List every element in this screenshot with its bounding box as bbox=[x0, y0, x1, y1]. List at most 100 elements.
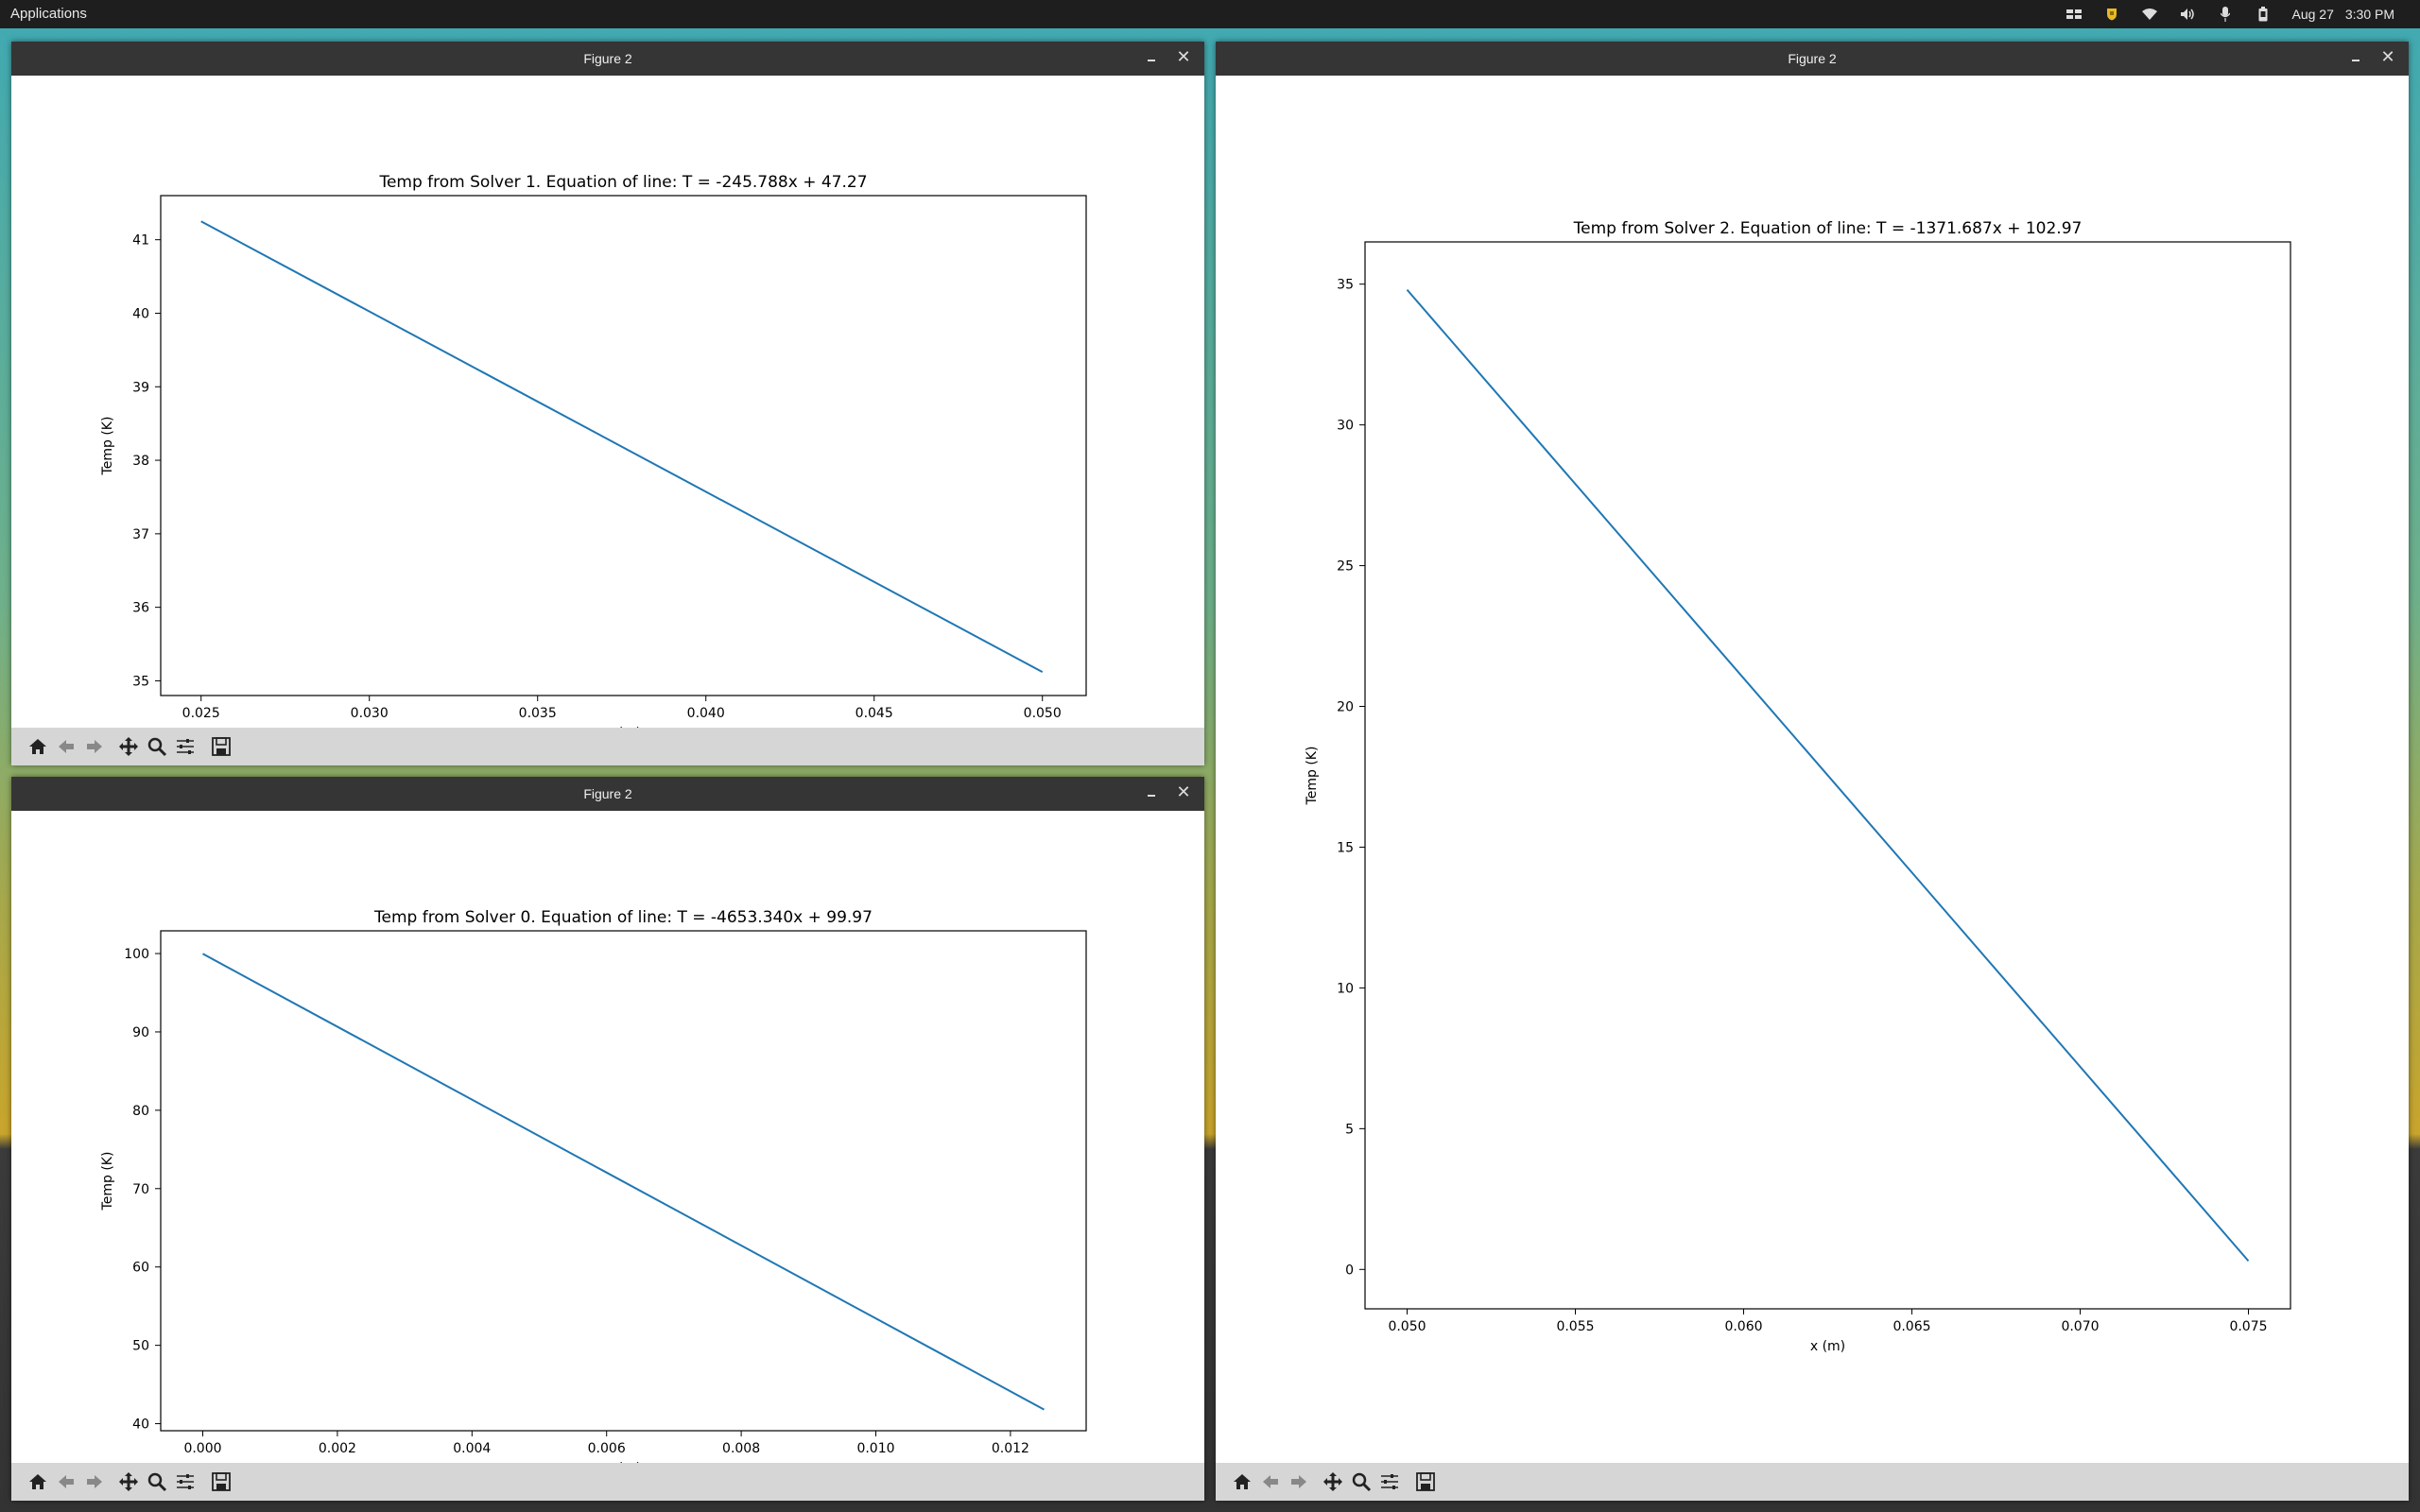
plot-area[interactable]: Temp from Solver 0. Equation of line: T … bbox=[11, 811, 1204, 1476]
y-tick-label: 35 bbox=[1337, 278, 1354, 293]
x-tick-label: 0.004 bbox=[453, 1441, 491, 1456]
figure-window-solver-1: Figure 2 ✕ Temp from Solver 1. Equation … bbox=[11, 42, 1204, 765]
configure-subplots-icon[interactable] bbox=[174, 735, 197, 758]
y-tick-label: 25 bbox=[1337, 559, 1354, 575]
y-tick-label: 40 bbox=[132, 306, 149, 321]
configure-subplots-icon[interactable] bbox=[174, 1470, 197, 1493]
chart-title: Temp from Solver 1. Equation of line: T … bbox=[378, 173, 867, 192]
series-line bbox=[1406, 288, 2250, 1263]
x-tick-label: 0.008 bbox=[722, 1441, 760, 1456]
x-tick-label: 0.010 bbox=[856, 1441, 894, 1456]
x-tick-label: 0.050 bbox=[1388, 1319, 1426, 1334]
x-axis-label: x (m) bbox=[1810, 1339, 1845, 1354]
series-line bbox=[202, 953, 1045, 1411]
chart-title: Temp from Solver 2. Equation of line: T … bbox=[1573, 219, 2083, 238]
close-icon[interactable]: ✕ bbox=[1176, 782, 1191, 801]
y-tick-label: 41 bbox=[132, 233, 149, 249]
system-tray: Aug 27 3:30 PM bbox=[2065, 0, 2420, 28]
chart-title: Temp from Solver 0. Equation of line: T … bbox=[373, 908, 873, 927]
grid-icon[interactable] bbox=[2065, 7, 2083, 22]
back-icon[interactable] bbox=[55, 735, 78, 758]
applications-menu[interactable]: Applications bbox=[10, 6, 87, 22]
pan-icon[interactable] bbox=[1322, 1470, 1344, 1493]
minimize-icon[interactable] bbox=[2350, 48, 2363, 67]
x-tick-label: 0.045 bbox=[856, 706, 893, 721]
y-axis-label: Temp (K) bbox=[100, 1152, 115, 1211]
volume-icon[interactable] bbox=[2178, 7, 2197, 22]
wifi-icon[interactable] bbox=[2140, 7, 2159, 22]
clock-time[interactable]: 3:30 PM bbox=[2344, 7, 2394, 22]
pan-icon[interactable] bbox=[117, 735, 140, 758]
configure-subplots-icon[interactable] bbox=[1378, 1470, 1401, 1493]
back-icon[interactable] bbox=[1259, 1470, 1282, 1493]
back-icon[interactable] bbox=[55, 1470, 78, 1493]
axes-frame bbox=[1364, 241, 2291, 1310]
forward-icon[interactable] bbox=[1288, 1470, 1310, 1493]
x-tick-label: 0.002 bbox=[319, 1441, 356, 1456]
figure-window-solver-2: Figure 2 ✕ Temp from Solver 2. Equation … bbox=[1216, 42, 2409, 1501]
x-tick-label: 0.000 bbox=[183, 1441, 221, 1456]
x-tick-label: 0.070 bbox=[2061, 1319, 2099, 1334]
window-title: Figure 2 bbox=[583, 786, 632, 801]
y-tick-label: 10 bbox=[1337, 981, 1354, 996]
minimize-icon[interactable] bbox=[1146, 783, 1159, 802]
matplotlib-toolbar bbox=[11, 1463, 1204, 1501]
close-icon[interactable]: ✕ bbox=[2380, 47, 2395, 66]
axes-frame bbox=[160, 930, 1087, 1432]
zoom-icon[interactable] bbox=[146, 735, 168, 758]
home-icon[interactable] bbox=[26, 735, 49, 758]
y-tick-label: 38 bbox=[132, 454, 149, 469]
y-tick-label: 60 bbox=[132, 1261, 149, 1276]
x-tick-label: 0.065 bbox=[1893, 1319, 1930, 1334]
clock-date[interactable]: Aug 27 bbox=[2291, 7, 2334, 22]
y-tick-label: 20 bbox=[1337, 700, 1354, 715]
x-tick-label: 0.030 bbox=[351, 706, 389, 721]
shield-icon[interactable] bbox=[2102, 7, 2121, 22]
home-icon[interactable] bbox=[26, 1470, 49, 1493]
save-icon[interactable] bbox=[210, 1470, 233, 1493]
zoom-icon[interactable] bbox=[146, 1470, 168, 1493]
home-icon[interactable] bbox=[1231, 1470, 1253, 1493]
window-title: Figure 2 bbox=[1788, 51, 1837, 66]
y-axis-label: Temp (K) bbox=[1305, 747, 1320, 806]
forward-icon[interactable] bbox=[83, 1470, 106, 1493]
pan-icon[interactable] bbox=[117, 1470, 140, 1493]
y-tick-label: 80 bbox=[132, 1104, 149, 1119]
x-tick-label: 0.060 bbox=[1724, 1319, 1762, 1334]
chart-solver-0: Temp from Solver 0. Equation of line: T … bbox=[100, 908, 1087, 1476]
minimize-icon[interactable] bbox=[1146, 48, 1159, 67]
x-tick-label: 0.006 bbox=[588, 1441, 626, 1456]
series-line bbox=[200, 220, 1044, 673]
mic-icon[interactable] bbox=[2216, 7, 2235, 22]
save-icon[interactable] bbox=[210, 735, 233, 758]
x-tick-label: 0.035 bbox=[519, 706, 557, 721]
save-icon[interactable] bbox=[1414, 1470, 1437, 1493]
window-titlebar[interactable]: Figure 2 ✕ bbox=[11, 42, 1204, 76]
close-icon[interactable]: ✕ bbox=[1176, 47, 1191, 66]
figure-window-solver-0: Figure 2 ✕ Temp from Solver 0. Equation … bbox=[11, 777, 1204, 1501]
plot-area[interactable]: Temp from Solver 2. Equation of line: T … bbox=[1216, 76, 2409, 1463]
x-tick-label: 0.012 bbox=[992, 1441, 1029, 1456]
x-tick-label: 0.025 bbox=[182, 706, 220, 721]
y-tick-label: 39 bbox=[132, 380, 149, 395]
window-title: Figure 2 bbox=[583, 51, 632, 66]
x-tick-label: 0.075 bbox=[2229, 1319, 2267, 1334]
y-tick-label: 100 bbox=[124, 947, 149, 962]
y-tick-label: 30 bbox=[1337, 419, 1354, 434]
y-tick-label: 40 bbox=[132, 1418, 149, 1433]
battery-icon[interactable] bbox=[2254, 7, 2273, 22]
x-tick-label: 0.040 bbox=[687, 706, 725, 721]
window-titlebar[interactable]: Figure 2 ✕ bbox=[11, 777, 1204, 811]
forward-icon[interactable] bbox=[83, 735, 106, 758]
y-tick-label: 5 bbox=[1345, 1122, 1354, 1137]
plot-area[interactable]: Temp from Solver 1. Equation of line: T … bbox=[11, 76, 1204, 741]
axes-frame bbox=[160, 195, 1087, 696]
y-tick-label: 36 bbox=[132, 601, 149, 616]
x-tick-label: 0.050 bbox=[1024, 706, 1062, 721]
matplotlib-toolbar bbox=[1216, 1463, 2409, 1501]
top-bar: Applications Aug 27 3:30 PM bbox=[0, 0, 2420, 28]
chart-solver-1: Temp from Solver 1. Equation of line: T … bbox=[100, 173, 1087, 741]
zoom-icon[interactable] bbox=[1350, 1470, 1373, 1493]
y-tick-label: 15 bbox=[1337, 840, 1354, 855]
window-titlebar[interactable]: Figure 2 ✕ bbox=[1216, 42, 2409, 76]
